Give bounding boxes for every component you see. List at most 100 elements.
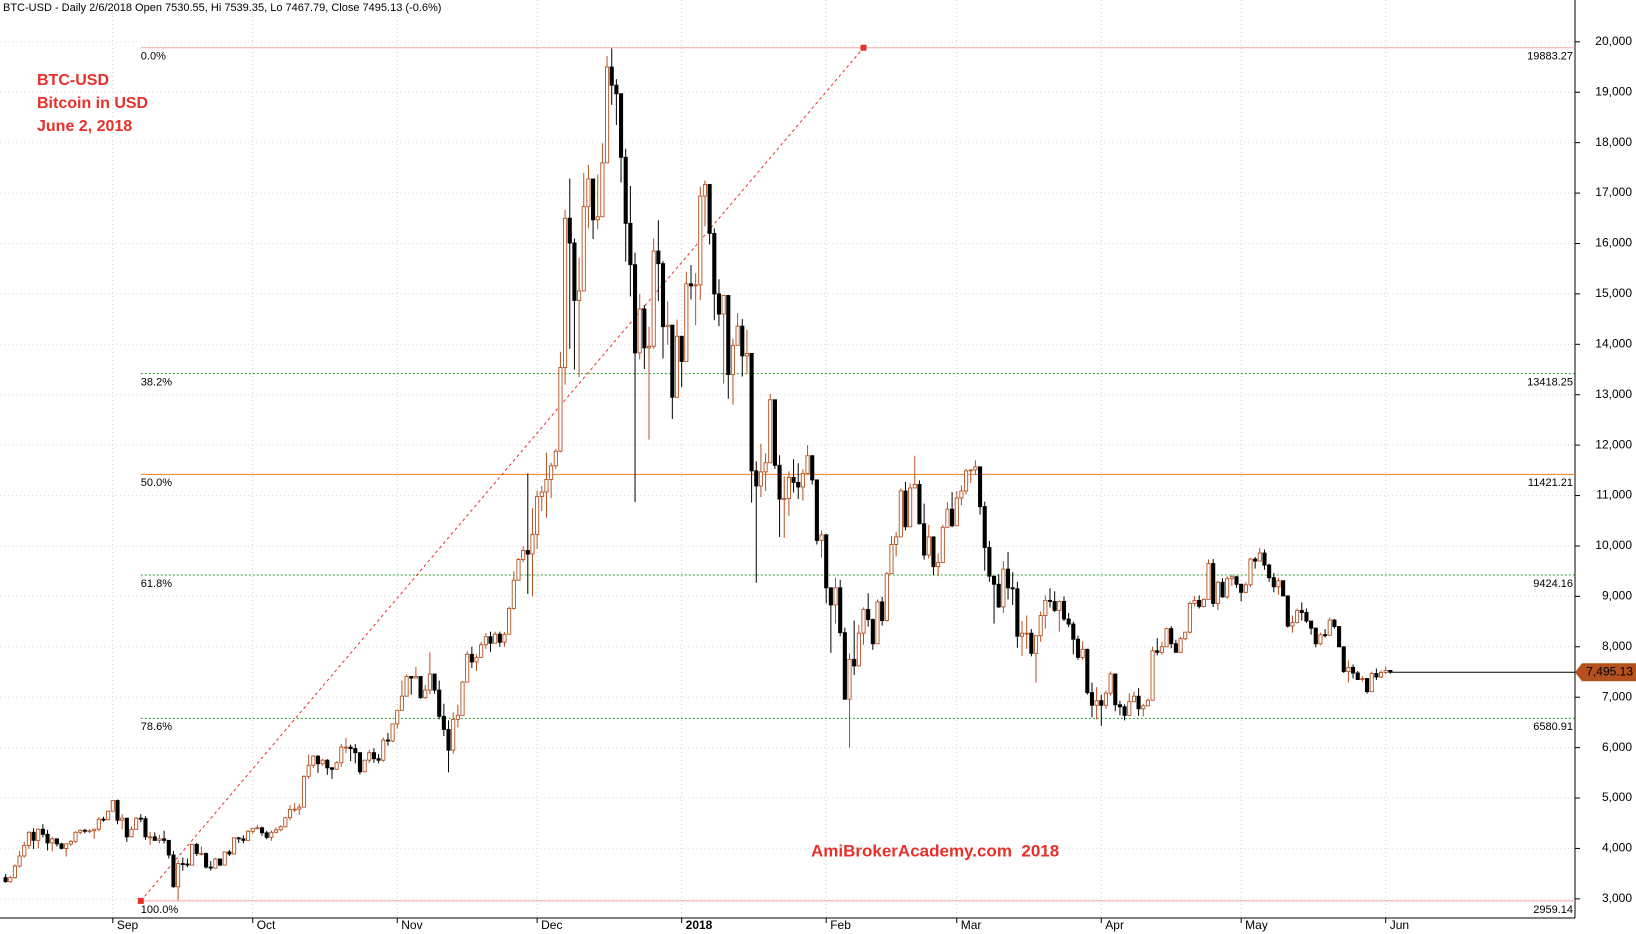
candle-body bbox=[530, 533, 535, 555]
fib-anchor bbox=[860, 44, 867, 51]
candle-body bbox=[292, 808, 297, 811]
candle-body bbox=[241, 838, 246, 841]
candle-body bbox=[903, 490, 908, 528]
candle-body bbox=[199, 853, 204, 855]
candle-body bbox=[614, 84, 619, 95]
candle-body bbox=[922, 523, 927, 556]
watermark: AmiBrokerAcademy.com 2018 bbox=[811, 841, 1059, 860]
x-tick-label: Apr bbox=[1105, 918, 1124, 932]
candle-body bbox=[1313, 627, 1318, 645]
y-tick-label: 10,000 bbox=[1595, 538, 1632, 552]
fib-label: 100.0% bbox=[141, 904, 179, 916]
candle-body bbox=[1360, 678, 1365, 681]
candle-body bbox=[1225, 578, 1230, 598]
candle-body bbox=[54, 838, 59, 845]
candle-body bbox=[1341, 646, 1346, 672]
candle-body bbox=[204, 853, 209, 868]
candle-body bbox=[1033, 635, 1039, 654]
candle-body bbox=[157, 838, 162, 841]
candle-body bbox=[628, 222, 633, 266]
candle-body bbox=[190, 843, 195, 866]
candle-body bbox=[134, 817, 139, 830]
candle-body bbox=[1243, 584, 1248, 593]
candle-body bbox=[1309, 620, 1314, 629]
candle-body bbox=[549, 465, 554, 480]
candle-body bbox=[31, 831, 36, 841]
candle-body bbox=[1099, 700, 1104, 706]
y-tick-label: 3,000 bbox=[1602, 891, 1632, 905]
candle-body bbox=[1127, 701, 1132, 716]
candle-body bbox=[763, 462, 768, 473]
candle-body bbox=[311, 755, 316, 766]
candle-body bbox=[618, 93, 624, 158]
candle-body bbox=[744, 352, 749, 357]
candle-body bbox=[423, 689, 428, 699]
candle-body bbox=[255, 827, 260, 830]
candle-body bbox=[1327, 619, 1332, 636]
candle-body bbox=[978, 466, 983, 508]
candle-body bbox=[1290, 622, 1295, 627]
candle-body bbox=[1113, 673, 1118, 706]
y-tick-label: 14,000 bbox=[1595, 336, 1632, 350]
candle-body bbox=[866, 609, 871, 621]
candle-body bbox=[1085, 648, 1090, 694]
candle-body bbox=[1378, 672, 1384, 678]
fib-value: 2959.14 bbox=[1533, 904, 1573, 916]
candle-body bbox=[991, 575, 997, 585]
candle-body bbox=[1164, 628, 1169, 648]
candle-body bbox=[796, 481, 801, 488]
candle-body bbox=[1211, 563, 1216, 604]
y-tick-label: 6,000 bbox=[1602, 740, 1632, 754]
candle-body bbox=[898, 490, 903, 538]
candle-body bbox=[1239, 583, 1244, 593]
candle-body bbox=[954, 497, 959, 527]
candle-body bbox=[1015, 588, 1020, 637]
candle-body bbox=[232, 837, 237, 855]
candle-body bbox=[1365, 678, 1370, 693]
candle-body bbox=[222, 851, 227, 866]
candle-body bbox=[791, 476, 796, 483]
candle-body bbox=[12, 865, 17, 879]
candle-body bbox=[1117, 704, 1122, 708]
y-tick-label: 11,000 bbox=[1596, 488, 1632, 502]
y-tick-label: 12,000 bbox=[1595, 437, 1632, 451]
candle-body bbox=[1337, 626, 1342, 648]
candle-body bbox=[632, 264, 638, 354]
candle-body bbox=[912, 484, 917, 489]
candle-body bbox=[838, 587, 843, 634]
candle-body bbox=[455, 714, 460, 720]
candle-body bbox=[1351, 667, 1356, 674]
candle-body bbox=[474, 656, 479, 663]
candle-body bbox=[507, 608, 512, 635]
candle-body bbox=[688, 283, 694, 287]
candle-body bbox=[78, 829, 83, 833]
candle-body bbox=[362, 759, 367, 773]
candle-body bbox=[1355, 672, 1360, 681]
fib-label: 38.2% bbox=[141, 377, 172, 389]
candle-body bbox=[926, 536, 931, 556]
fib-label: 50.0% bbox=[141, 477, 172, 489]
candle-body bbox=[8, 877, 13, 883]
candle-body bbox=[269, 831, 274, 838]
candle-body bbox=[1183, 631, 1188, 640]
candle-body bbox=[1281, 580, 1286, 597]
candle-body bbox=[329, 767, 335, 770]
candle-body bbox=[945, 508, 950, 528]
candle-body bbox=[1169, 628, 1174, 645]
candle-body bbox=[390, 723, 395, 742]
candle-body bbox=[1276, 580, 1281, 588]
candle-body bbox=[1019, 632, 1025, 637]
fib-value: 6580.91 bbox=[1533, 721, 1573, 733]
fib-value: 19883.27 bbox=[1527, 51, 1573, 63]
candle-body bbox=[936, 562, 941, 568]
candle-body bbox=[973, 466, 978, 471]
fib-anchor bbox=[137, 897, 144, 904]
candle-body bbox=[856, 632, 861, 667]
candle-body bbox=[68, 840, 73, 845]
candle-body bbox=[1080, 648, 1085, 658]
candle-body bbox=[1150, 650, 1155, 701]
candle-body bbox=[1383, 670, 1388, 673]
candle-body bbox=[833, 587, 838, 606]
candle-body bbox=[227, 851, 232, 855]
last-price-tag bbox=[1575, 663, 1636, 682]
